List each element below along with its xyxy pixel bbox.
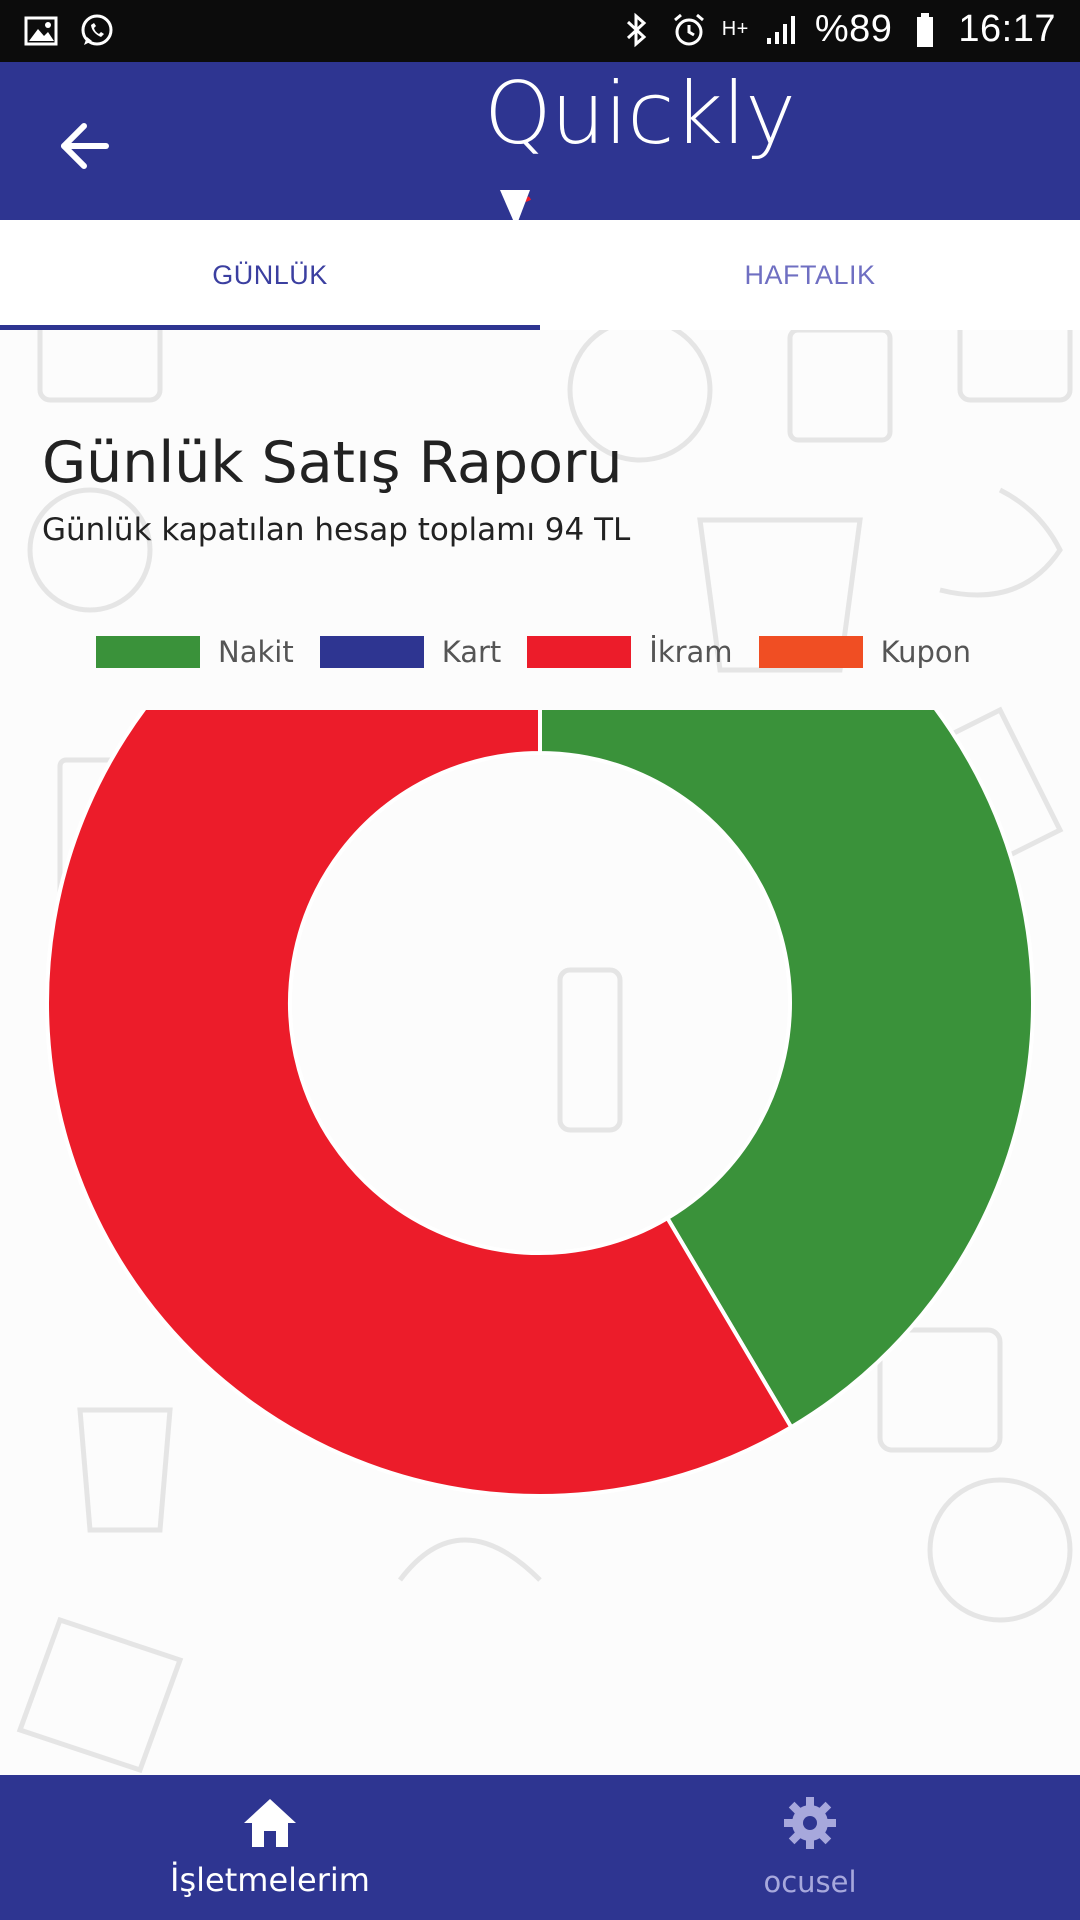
arrow-left-icon (61, 123, 109, 169)
whatsapp-icon (78, 12, 116, 50)
tab-gunluk[interactable]: GÜNLÜK (212, 259, 328, 290)
doughnut-chart[interactable] (0, 710, 1080, 1710)
gallery-icon (22, 12, 60, 50)
legend-label: Nakit (218, 635, 294, 669)
bluetooth-icon (618, 11, 656, 49)
app-logo: Quickly (470, 62, 796, 222)
slice-i̇kram[interactable] (45, 710, 794, 1498)
back-button[interactable] (52, 114, 116, 178)
signal-icon (763, 11, 801, 49)
logo-pin-icon (500, 190, 532, 222)
legend-swatch (319, 636, 424, 668)
battery-icon (906, 11, 944, 49)
report-content[interactable]: Günlük Satış Raporu Günlük kapatılan hes… (0, 330, 1080, 1775)
legend-swatch (527, 636, 632, 668)
tab-haftalik[interactable]: HAFTALIK (744, 259, 876, 290)
report-subtitle: Günlük kapatılan hesap toplamı 94 TL (42, 512, 631, 548)
active-tab-indicator (0, 325, 540, 330)
nav-label-ocusel: ocusel (763, 1865, 857, 1899)
nav-item-isletmelerim[interactable]: İşletmelerim (0, 1775, 540, 1920)
status-bar: H+ %89 16:17 (0, 0, 1080, 62)
clock: 16:17 (958, 8, 1056, 50)
legend-swatch (758, 636, 863, 668)
legend-item-nakit[interactable]: Nakit (96, 635, 294, 669)
legend-item-kart[interactable]: Kart (319, 635, 502, 669)
settings-gear-icon (784, 1797, 836, 1849)
nav-item-ocusel[interactable]: ocusel (540, 1775, 1080, 1920)
slice-nakit[interactable] (538, 710, 1035, 1430)
legend-label: Kart (441, 635, 502, 669)
network-type: H+ (721, 18, 749, 40)
legend-item-ikram[interactable]: İkram (527, 635, 733, 669)
app-bar: Quickly (0, 62, 1080, 222)
home-icon (244, 1799, 296, 1847)
report-title: Günlük Satış Raporu (42, 430, 623, 496)
legend-swatch (96, 636, 200, 668)
chart-legend: Nakit Kart İkram Kupon (96, 632, 997, 672)
legend-item-kupon[interactable]: Kupon (758, 635, 972, 669)
logo-text: Quickly (484, 64, 796, 164)
report-tabs: GÜNLÜK HAFTALIK (0, 220, 1080, 334)
legend-label: İkram (649, 635, 733, 669)
alarm-icon (670, 11, 708, 49)
nav-label-isletmelerim: İşletmelerim (170, 1861, 370, 1899)
battery-percentage: %89 (814, 8, 893, 50)
legend-label: Kupon (880, 635, 972, 669)
bottom-navigation: İşletmelerim ocusel (0, 1775, 1080, 1920)
